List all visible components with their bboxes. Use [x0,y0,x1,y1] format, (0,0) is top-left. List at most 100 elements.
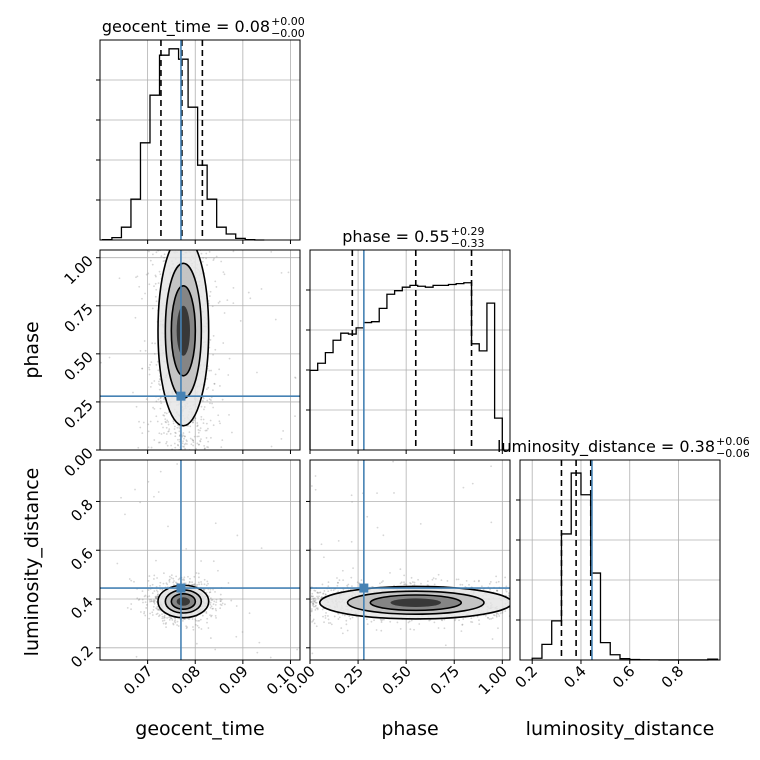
truth-marker-geocent_time-phase [176,391,186,401]
panel-frame [99,459,301,661]
sample-point [209,339,212,341]
sample-point [314,589,317,592]
sample-point [380,621,383,623]
hist-panel-geocent_time [96,39,301,244]
outlier-point [214,522,217,525]
sample-point [148,283,151,286]
outlier-point [351,500,353,503]
xtick-label-geocent_time-1: 0.08 [168,662,204,698]
sample-point [200,628,203,630]
sample-point [198,576,200,579]
sample-point [147,430,150,433]
sample-point [192,439,194,442]
sample-point [148,366,150,369]
sample-point [487,616,490,619]
sample-point [232,286,235,289]
sample-point [312,602,315,604]
sample-point [321,608,324,611]
sample-point [380,619,383,622]
sample-point [153,285,155,288]
sample-point [172,422,175,425]
ytick-label-phase-4: 1.00 [60,252,96,288]
outlier-point [130,579,133,582]
outlier-point [138,285,141,288]
sample-point [165,426,168,429]
sample-point [175,581,177,584]
sample-point [191,583,194,586]
outlier-point [144,292,146,295]
sample-point [507,594,510,597]
xtick-label-luminosity_distance-2: 0.6 [609,662,639,692]
sample-point [409,628,412,631]
sample-point [200,581,202,583]
sample-point [199,439,201,442]
outlier-point [100,361,102,364]
sample-point [327,590,330,593]
outlier-point [294,376,296,379]
sample-point [153,407,156,410]
sample-point [165,421,168,424]
outlier-point [236,534,239,537]
sample-point [215,598,218,601]
sample-point [324,593,327,596]
sample-point [162,582,165,585]
sample-point [164,411,166,414]
sample-point [137,599,140,601]
sample-point [176,624,178,626]
sample-point [501,610,504,613]
sample-point [371,585,374,588]
sample-point [399,568,402,571]
sample-point [470,620,472,623]
joint-inner [116,463,299,659]
outlier-point [130,608,132,611]
outlier-point [116,562,119,565]
sample-point [152,609,155,611]
sample-point [155,288,158,291]
sample-point [341,613,344,616]
outlier-point [137,446,140,449]
title-minus-luminosity_distance: −0.06 [716,447,750,460]
outlier-point [376,492,378,495]
sample-point [478,619,480,622]
sample-point [168,580,171,583]
outlier-point [260,288,263,290]
sample-point [432,577,435,579]
title-minus-geocent_time: −0.00 [271,27,305,40]
sample-point [184,447,186,450]
sample-point [148,617,151,620]
outlier-point [206,378,208,380]
sample-point [162,617,165,619]
sample-point [190,443,193,446]
outlier-point [444,644,447,647]
sample-point [153,590,156,592]
sample-point [144,594,147,597]
sample-point [403,583,406,586]
sample-point [153,380,156,382]
sample-point [206,617,209,620]
sample-point [183,437,185,440]
sample-point [176,426,179,429]
sample-point [186,443,188,445]
sample-point [213,600,216,603]
sample-point [134,316,137,319]
sample-point [139,350,142,352]
sample-point [381,618,384,621]
sample-point [221,398,224,401]
sample-point [228,413,230,416]
sample-point [143,611,146,613]
panel-frame [309,459,511,661]
sample-point [194,583,196,586]
sample-point [495,589,498,592]
sample-point [144,601,147,604]
sample-point [322,593,324,595]
sample-point [183,618,186,621]
sample-point [495,612,498,615]
outlier-point [157,491,160,493]
panel-frame [99,39,301,241]
sample-point [200,583,203,586]
hist-step-luminosity_distance [531,472,719,661]
sample-point [212,607,214,610]
sample-point [143,595,146,598]
outlier-point [126,607,129,609]
sample-point [200,405,203,408]
